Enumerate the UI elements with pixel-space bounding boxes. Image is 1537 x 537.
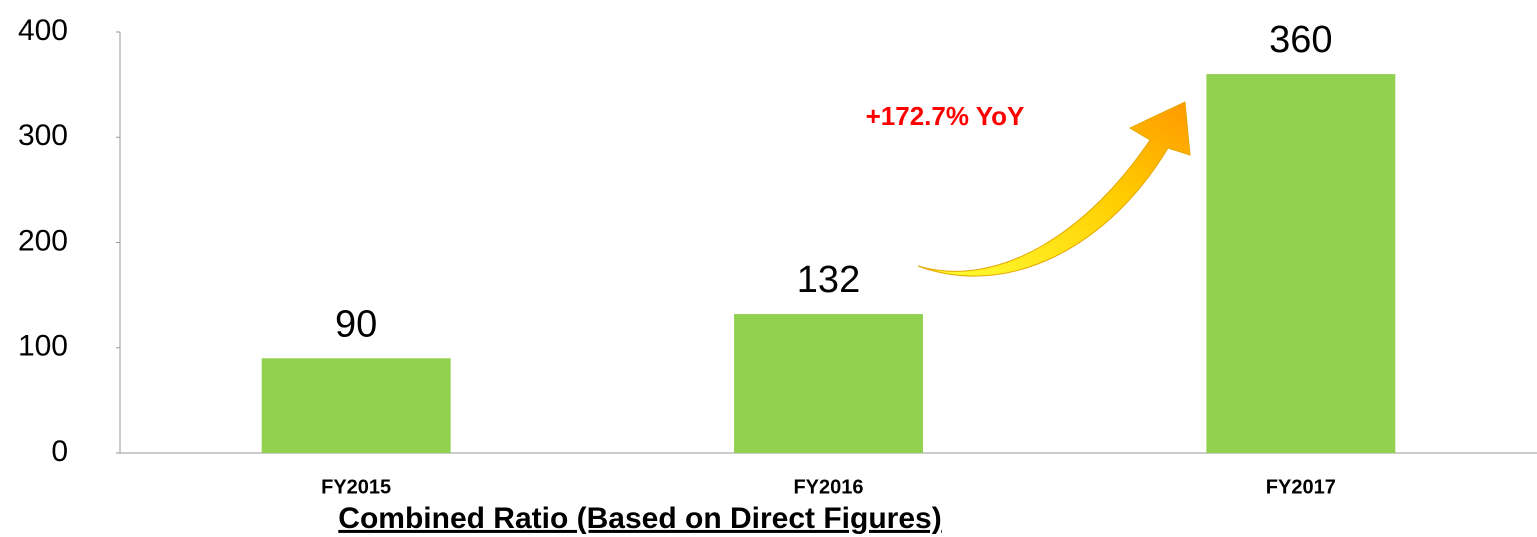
- bar: [261, 358, 451, 453]
- annotation: +172.7% YoY: [866, 101, 1025, 131]
- x-tick-label: FY2017: [1266, 476, 1336, 498]
- y-tick-label: 0: [51, 435, 68, 468]
- y-tick-label: 200: [18, 224, 68, 257]
- growth-arrow: [917, 101, 1191, 277]
- chart-title: Combined Ratio (Based on Direct Figures): [338, 502, 941, 535]
- bar: [734, 314, 923, 453]
- value-label: 132: [797, 259, 860, 301]
- y-tick-label: 300: [18, 119, 68, 152]
- value-label: 90: [335, 303, 377, 345]
- y-tick-label: 400: [18, 14, 68, 47]
- y-tick-label: 100: [18, 330, 68, 363]
- bar: [1206, 74, 1396, 453]
- x-tick-label: FY2015: [321, 476, 391, 498]
- value-label: 360: [1269, 19, 1332, 61]
- x-tick-label: FY2016: [793, 476, 863, 498]
